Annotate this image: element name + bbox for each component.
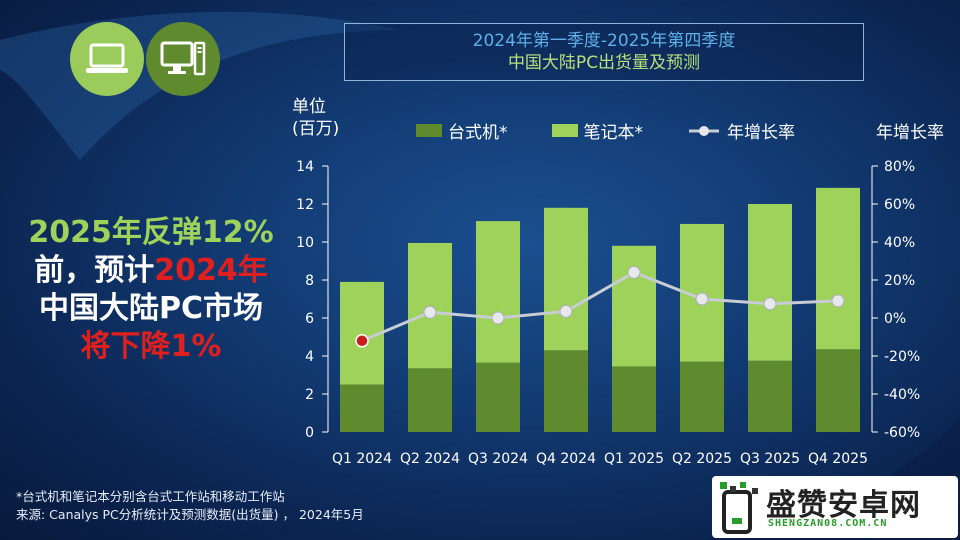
y-tick-label: 2 [305, 387, 314, 403]
bar-desktop [680, 361, 724, 432]
legend-swatch-desktop [416, 124, 442, 137]
y-axis-label: 单位 (百万) [292, 96, 339, 140]
legend-label-growth: 年增长率 [727, 123, 795, 143]
callout-line4: 将下降1% [80, 329, 222, 364]
bar-desktop [340, 384, 384, 432]
bar-desktop [816, 349, 860, 432]
bar-notebook [408, 242, 452, 369]
y2-tick-label: -40% [884, 387, 920, 403]
y-tick-label: 12 [296, 197, 314, 213]
x-tick-label: Q2 2025 [672, 451, 732, 467]
growth-rate-point [559, 304, 573, 318]
x-tick-label: Q4 2025 [808, 451, 868, 467]
bar-desktop [408, 368, 452, 432]
y2-tick-label: 40% [884, 235, 915, 251]
x-tick-label: Q4 2024 [536, 451, 596, 467]
legend-swatch-growth [689, 125, 719, 136]
growth-rate-point [831, 294, 845, 308]
growth-rate-point [627, 265, 641, 279]
x-tick-label: Q1 2024 [332, 451, 392, 467]
bar-notebook [816, 187, 860, 350]
y2-tick-label: -60% [884, 425, 920, 441]
watermark-subtext: SHENGZAN08.COM.CN [768, 518, 888, 529]
footnote-line2: 来源: Canalys PC分析统计及预测数据(出货量) ， 2024年5月 [16, 507, 364, 522]
legend-label-notebook: 笔记本* [583, 123, 644, 143]
bar-notebook [544, 207, 588, 351]
callout-line1: 2025年反弹12% [28, 215, 274, 250]
y-tick-label: 6 [305, 311, 314, 327]
y2-tick-label: 80% [884, 159, 915, 175]
callout-line2-a: 前，预计 [34, 253, 155, 288]
legend: 台式机* 笔记本* 年增长率 [416, 118, 839, 143]
chart-title-box: 2024年第一季度-2025年第四季度 中国大陆PC出货量及预测 [344, 23, 864, 81]
chart-title-line1: 2024年第一季度-2025年第四季度 [472, 31, 736, 51]
bar-desktop [612, 366, 656, 432]
growth-rate-point [355, 334, 369, 348]
bar-desktop [544, 350, 588, 432]
x-tick-label: Q1 2025 [604, 451, 664, 467]
footnote-line1: *台式机和笔记本分别含台式工作站和移动工作站 [16, 489, 285, 504]
y-tick-label: 14 [296, 159, 314, 175]
desktop-icon [146, 22, 220, 96]
growth-rate-point [491, 311, 505, 325]
callout-text: 2025年反弹12% 前，预计2024年 中国大陆PC市场 将下降1% [18, 214, 284, 366]
watermark-text: 盛赞安卓网 [766, 488, 921, 523]
bar-notebook [476, 221, 520, 363]
chart-title-line2: 中国大陆PC出货量及预测 [507, 53, 701, 73]
x-tick-label: Q2 2024 [400, 451, 460, 467]
legend-swatch-notebook [551, 124, 578, 137]
y-tick-label: 10 [296, 235, 314, 251]
callout-line2-b: 2024年 [154, 253, 268, 288]
legend-item-notebook: 笔记本* [551, 118, 644, 143]
y-axis-label-line2: (百万) [292, 119, 340, 139]
growth-rate-point [763, 297, 777, 311]
y-tick-label: 8 [305, 273, 314, 289]
y2-tick-label: -20% [884, 349, 920, 365]
growth-rate-point [695, 292, 709, 306]
y-axis-label-line1: 单位 [292, 97, 326, 117]
growth-rate-line [361, 270, 839, 343]
bar-notebook [612, 245, 656, 367]
x-tick-label: Q3 2024 [468, 451, 528, 467]
legend-item-desktop: 台式机* [416, 118, 508, 143]
y2-tick-label: 0% [884, 311, 906, 327]
x-tick-label: Q3 2025 [740, 451, 800, 467]
bar-desktop [748, 360, 792, 432]
y2-axis-label: 年增长率 [876, 123, 944, 143]
legend-label-desktop: 台式机* [448, 123, 508, 143]
y2-tick-label: 60% [884, 197, 915, 213]
y2-tick-label: 20% [884, 273, 915, 289]
laptop-icon [70, 22, 144, 96]
footnote: *台式机和笔记本分别含台式工作站和移动工作站 来源: Canalys PC分析统… [16, 488, 364, 524]
growth-rate-point [423, 305, 437, 319]
bar-desktop [476, 362, 520, 432]
callout-line3: 中国大陆PC市场 [38, 291, 263, 326]
y-tick-label: 0 [305, 425, 314, 441]
watermark-logo: 盛赞安卓网 SHENGZAN08.COM.CN [712, 476, 958, 538]
phone-logo-icon [720, 482, 758, 534]
y-tick-label: 4 [305, 349, 314, 365]
legend-item-growth: 年增长率 [687, 118, 795, 143]
callout-line2: 前，预计2024年 [18, 252, 284, 290]
bar-notebook [748, 204, 792, 361]
